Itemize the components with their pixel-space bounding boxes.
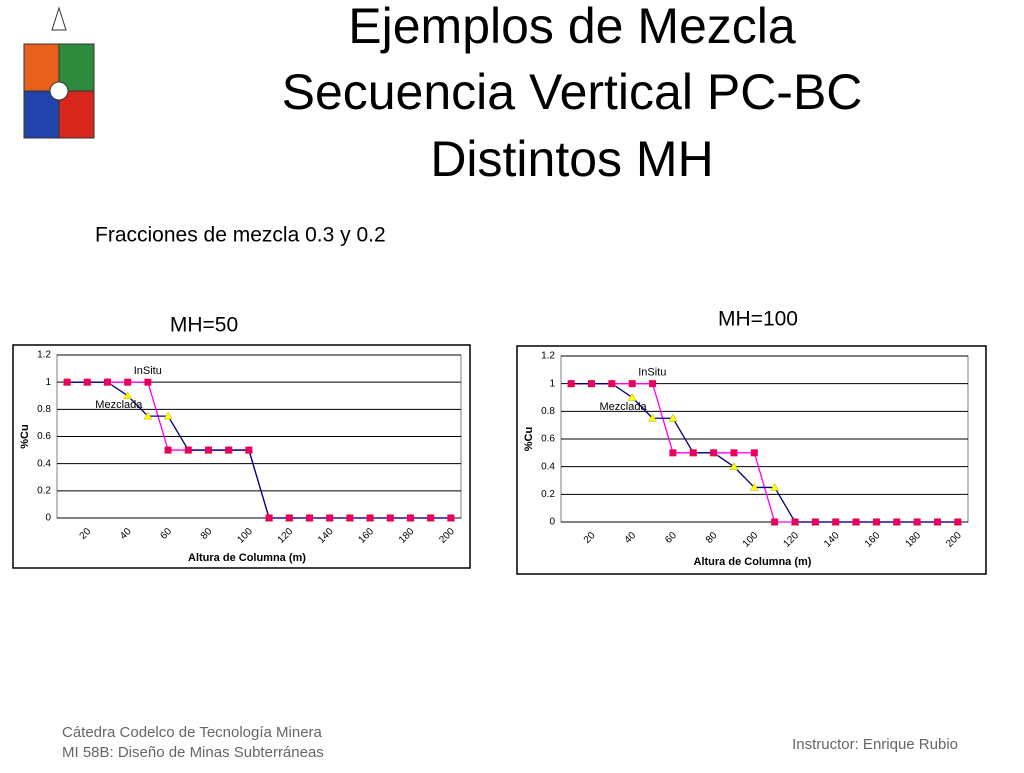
data-point bbox=[771, 518, 779, 526]
data-point bbox=[326, 514, 334, 522]
data-point bbox=[386, 514, 394, 522]
data-point bbox=[164, 446, 172, 454]
footer-right: Instructor: Enrique Rubio bbox=[792, 736, 958, 753]
y-axis-title: %Cu bbox=[19, 424, 31, 448]
logo bbox=[23, 6, 95, 139]
data-point bbox=[346, 514, 354, 522]
data-point bbox=[567, 380, 575, 388]
data-point bbox=[144, 378, 152, 386]
y-axis-title: %Cu bbox=[523, 427, 535, 451]
data-point bbox=[852, 518, 860, 526]
data-point bbox=[669, 449, 677, 457]
series-label: InSitu bbox=[638, 367, 666, 379]
data-point bbox=[366, 514, 374, 522]
y-tick-label: 0.4 bbox=[541, 461, 555, 472]
chart-title: MH=100 bbox=[718, 308, 798, 331]
title-line: Ejemplos de Mezcla bbox=[348, 0, 796, 54]
footer-left: Cátedra Codelco de Tecnología Minera bbox=[62, 724, 323, 741]
data-point bbox=[770, 482, 780, 491]
data-point bbox=[104, 378, 111, 386]
title-line: Secuencia Vertical PC-BC bbox=[282, 64, 863, 120]
series-label: Mezclada bbox=[600, 401, 648, 413]
data-point bbox=[143, 411, 153, 420]
data-point bbox=[306, 514, 313, 522]
data-point bbox=[123, 391, 133, 399]
data-point bbox=[225, 446, 233, 454]
footer-left: MI 58B: Diseño de Minas Subterráneas bbox=[62, 744, 324, 761]
y-tick-label: 1 bbox=[549, 378, 555, 389]
data-point bbox=[648, 413, 658, 422]
data-point bbox=[628, 380, 636, 388]
y-tick-label: 0.2 bbox=[541, 489, 555, 500]
y-tick-label: 0.6 bbox=[37, 431, 51, 442]
y-tick-label: 1 bbox=[45, 377, 51, 388]
data-point bbox=[245, 446, 253, 454]
y-tick-label: 0.8 bbox=[541, 406, 555, 417]
y-tick-label: 0 bbox=[549, 517, 555, 528]
data-point bbox=[729, 462, 739, 470]
data-point bbox=[63, 378, 71, 386]
data-point bbox=[872, 518, 880, 526]
data-point bbox=[913, 518, 921, 526]
title-line: Distintos MH bbox=[430, 131, 713, 187]
y-tick-label: 0.8 bbox=[37, 404, 51, 415]
series-label: Mezclada bbox=[95, 399, 143, 411]
data-point bbox=[893, 518, 901, 526]
y-tick-label: 0.2 bbox=[37, 485, 51, 496]
y-tick-label: 0.6 bbox=[541, 434, 555, 445]
data-point bbox=[649, 380, 657, 388]
data-point bbox=[83, 378, 91, 386]
x-axis-title: Altura de Columna (m) bbox=[188, 552, 306, 564]
data-point bbox=[933, 518, 941, 526]
data-point bbox=[710, 449, 718, 457]
data-point bbox=[124, 378, 132, 386]
data-point bbox=[184, 446, 192, 454]
y-tick-label: 1.2 bbox=[541, 351, 555, 362]
data-point bbox=[163, 411, 173, 420]
data-point bbox=[954, 518, 962, 526]
data-point bbox=[668, 413, 678, 422]
series-label: InSitu bbox=[134, 365, 162, 377]
data-point bbox=[205, 446, 212, 454]
data-point bbox=[730, 449, 738, 457]
data-point bbox=[811, 518, 819, 526]
data-point bbox=[750, 449, 758, 457]
y-tick-label: 0 bbox=[45, 513, 51, 524]
data-point bbox=[447, 514, 455, 522]
data-point bbox=[265, 514, 273, 522]
data-point bbox=[791, 518, 799, 526]
data-point bbox=[749, 482, 759, 491]
x-axis-title: Altura de Columna (m) bbox=[694, 556, 812, 568]
chart-title: MH=50 bbox=[170, 314, 238, 337]
y-tick-label: 1.2 bbox=[37, 350, 51, 361]
data-point bbox=[608, 380, 616, 388]
data-point bbox=[285, 514, 293, 522]
data-point bbox=[689, 449, 697, 457]
data-point bbox=[427, 514, 435, 522]
data-point bbox=[588, 380, 596, 388]
data-point bbox=[832, 518, 840, 526]
data-point bbox=[407, 514, 414, 522]
data-point bbox=[627, 392, 637, 401]
subtitle: Fracciones de mezcla 0.3 y 0.2 bbox=[95, 224, 386, 247]
y-tick-label: 0.4 bbox=[37, 458, 51, 469]
